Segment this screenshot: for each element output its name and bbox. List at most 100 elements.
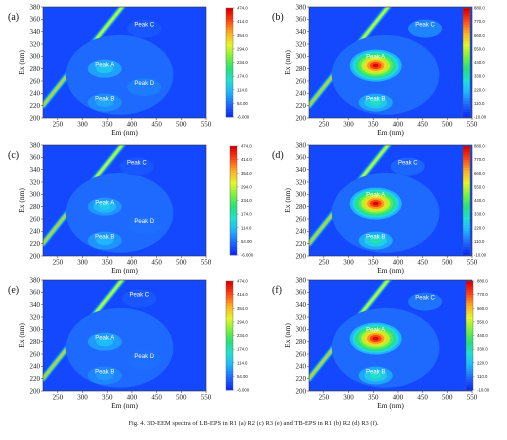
x-tick-label: 250 [319, 259, 330, 267]
colorbar-tick-label: 330.0 [474, 74, 485, 79]
colorbar-segment [466, 360, 473, 364]
colorbar-segment [466, 330, 473, 334]
y-axis-label: Ex (nm) [17, 323, 26, 348]
x-tick-label: 550 [467, 259, 478, 267]
y-axis-label: Ex (nm) [17, 188, 26, 213]
colorbar-tick-label: 294.0 [237, 46, 248, 51]
colorbar-segment [226, 13, 233, 17]
y-tick-label: 280 [30, 338, 41, 346]
y-axis-label: Ex (nm) [17, 50, 26, 75]
colorbar-segment [226, 97, 233, 101]
colorbar-segment [466, 316, 473, 320]
y-tick-label: 340 [296, 301, 307, 309]
x-tick-label: 550 [201, 259, 212, 267]
colorbar-segment [230, 181, 237, 185]
colorbar-tick-label: 330.0 [477, 347, 488, 352]
plot-frame [42, 279, 207, 392]
plot-frame [42, 144, 207, 257]
colorbar-segment [226, 73, 233, 77]
colorbar-segment [226, 379, 233, 383]
colorbar-segment [463, 97, 470, 101]
colorbar-segment [466, 381, 473, 385]
colorbar-tick-label: 770.0 [474, 19, 485, 24]
colorbar-segment [466, 324, 473, 328]
rayleigh-scatter-streak [96, 145, 124, 178]
colorbar-segment [463, 165, 470, 169]
y-tick-label: 300 [30, 191, 41, 199]
colorbar-segment [466, 368, 473, 372]
colorbar-segment [226, 106, 233, 110]
colorbar-segment [230, 222, 237, 226]
colorbar-segment [226, 376, 233, 380]
colorbar-segment [463, 214, 470, 218]
colorbar-segment [226, 294, 233, 298]
colorbar-segment [226, 330, 233, 334]
y-axis-label: Ex (nm) [283, 188, 292, 213]
y-tick-label: 300 [30, 326, 41, 334]
peak-contour [370, 99, 382, 106]
peak-label: Peak B [95, 97, 114, 103]
colorbar-tick-label: 474.0 [237, 279, 248, 284]
peak-label: Peak A [95, 201, 114, 207]
colorbar-segment [226, 114, 233, 118]
x-tick-label: 250 [319, 394, 330, 402]
colorbar-segment [463, 37, 470, 41]
colorbar-segment [230, 216, 237, 220]
colorbar-segment [466, 300, 473, 304]
colorbar-segment [463, 106, 470, 110]
colorbar-segment [463, 195, 470, 199]
colorbar-segment [463, 59, 470, 63]
eem-panel-3: Peak A Peak B Peak C 250 300 350 400 450 500 550 2… [272, 141, 487, 275]
colorbar-segment [226, 76, 233, 80]
colorbar-segment [463, 170, 470, 174]
colorbar-tick-label: -6.000 [241, 253, 254, 258]
x-tick-label: 350 [102, 121, 113, 129]
plot-area [43, 7, 174, 115]
colorbar-segment [463, 216, 470, 220]
colorbar-segment [463, 146, 470, 150]
colorbar-tick-label: 770.0 [477, 292, 488, 297]
y-tick-label: 280 [296, 203, 307, 211]
colorbar-segment [463, 84, 470, 88]
colorbar-tick-label: 174.0 [237, 74, 248, 79]
peak-contour [372, 336, 379, 341]
rayleigh-scatter-streak [362, 145, 390, 178]
colorbar-segment [463, 159, 470, 163]
colorbar-segment [230, 238, 237, 242]
colorbar-segment [463, 219, 470, 223]
colorbar-tick-label: -10.00 [474, 253, 487, 258]
colorbar-segment [226, 24, 233, 28]
y-tick-label: 320 [30, 313, 41, 321]
peak-label: Peak B [366, 97, 385, 103]
colorbar-segment [226, 327, 233, 331]
peak-contour [127, 216, 162, 235]
colorbar-segment [466, 346, 473, 350]
colorbar-segment [466, 283, 473, 287]
colorbar-segment [230, 200, 237, 204]
colorbar-segment [226, 103, 233, 107]
colorbar-tick-label: 880.0 [477, 279, 488, 284]
colorbar-segment [226, 368, 233, 372]
colorbar-segment [226, 340, 233, 344]
eem-panel-5: Peak A Peak B Peak C 250 300 350 400 450 500 550 2… [272, 276, 490, 410]
colorbar-segment [466, 373, 473, 377]
peak-label: Peak C [134, 23, 154, 29]
colorbar-segment [230, 227, 237, 231]
x-axis-label: Em (nm) [111, 128, 138, 137]
peak-contour [127, 19, 162, 38]
colorbar-segment [230, 219, 237, 223]
colorbar-segment [226, 305, 233, 309]
colorbar-segment [463, 8, 470, 12]
colorbar-segment [226, 92, 233, 96]
x-axis-label: Em (nm) [377, 128, 404, 137]
colorbar-segment [226, 302, 233, 306]
colorbar-segment [226, 100, 233, 104]
y-tick-label: 380 [30, 141, 41, 149]
rayleigh-scatter-streak [96, 280, 124, 313]
colorbar-segment [226, 316, 233, 320]
y-tick-label: 200 [30, 387, 41, 395]
colorbar-segment [230, 192, 237, 196]
peak-label: Peak B [366, 370, 385, 376]
colorbar-segment [226, 335, 233, 339]
